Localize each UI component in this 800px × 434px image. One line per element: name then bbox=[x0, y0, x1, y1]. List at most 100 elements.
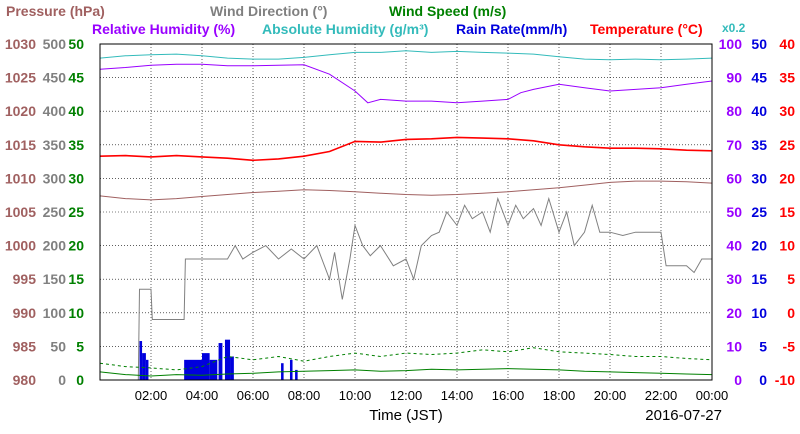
legend-absolute-humidity: Absolute Humidity (g/m³) bbox=[262, 21, 428, 37]
series-wind-direction bbox=[137, 196, 712, 381]
rain-rate-tick-label: 15 bbox=[751, 271, 767, 287]
wind-direction-tick-label: 250 bbox=[43, 204, 67, 220]
rain-rate-bar bbox=[142, 353, 146, 380]
x-tick-label: 10:00 bbox=[339, 388, 372, 403]
rain-rate-bar bbox=[224, 339, 231, 380]
x-tick-label: 16:00 bbox=[492, 388, 525, 403]
wind-speed-tick-label: 5 bbox=[76, 338, 84, 354]
wind-speed-tick-label: 25 bbox=[68, 204, 84, 220]
chart-axes: 02:00 04:00 06:00 08:00 10:00 12:00 14:00 16:00… bbox=[5, 36, 795, 403]
rain-rate-tick-label: 10 bbox=[751, 305, 767, 321]
pressure-tick-label: 990 bbox=[13, 305, 37, 321]
rain-rate-bar bbox=[295, 369, 298, 380]
wind-direction-tick-label: 0 bbox=[58, 372, 66, 388]
temperature-tick-label: 15 bbox=[779, 204, 795, 220]
rain-rate-bar bbox=[209, 359, 218, 380]
rain-rate-bar bbox=[145, 359, 149, 380]
wind-direction-tick-label: 200 bbox=[43, 238, 67, 254]
pressure-tick-label: 1025 bbox=[5, 70, 36, 86]
wind-speed-tick-label: 35 bbox=[68, 137, 84, 153]
relative-humidity-tick-label: 70 bbox=[726, 137, 742, 153]
wind-speed-tick-label: 50 bbox=[68, 36, 84, 52]
relative-humidity-tick-label: 90 bbox=[726, 70, 742, 86]
series-pressure-hpa bbox=[99, 180, 713, 201]
pressure-tick-label: 980 bbox=[13, 372, 37, 388]
rain-rate-bar bbox=[184, 359, 202, 380]
rain-rate-tick-label: 5 bbox=[759, 338, 767, 354]
wind-speed-tick-label: 0 bbox=[76, 372, 84, 388]
x-tick-label: 20:00 bbox=[594, 388, 627, 403]
temperature-tick-label: 30 bbox=[779, 103, 795, 119]
temperature-tick-label: 0 bbox=[787, 305, 795, 321]
pressure-tick-label: 1015 bbox=[5, 137, 36, 153]
legend-relative-humidity: Relative Humidity (%) bbox=[92, 21, 235, 37]
relative-humidity-tick-label: 100 bbox=[719, 36, 743, 52]
rain-rate-bar bbox=[202, 353, 210, 380]
x-tick-label: 18:00 bbox=[543, 388, 576, 403]
temperature-tick-label: 5 bbox=[787, 271, 795, 287]
relative-humidity-tick-label: 60 bbox=[726, 170, 742, 186]
rain-rate-bar bbox=[289, 359, 293, 380]
rain-rate-tick-label: 50 bbox=[751, 36, 767, 52]
legend-wind-direction: Wind Direction (°) bbox=[210, 3, 327, 19]
x-tick-label: 06:00 bbox=[237, 388, 270, 403]
wind-speed-tick-label: 15 bbox=[68, 271, 84, 287]
x-tick-label: 14:00 bbox=[441, 388, 474, 403]
rain-rate-tick-label: 20 bbox=[751, 238, 767, 254]
pressure-tick-label: 1030 bbox=[5, 36, 36, 52]
pressure-tick-label: 1000 bbox=[5, 238, 36, 254]
wind-speed-tick-label: 45 bbox=[68, 70, 84, 86]
x-tick-label: 12:00 bbox=[390, 388, 423, 403]
rain-rate-tick-label: 25 bbox=[751, 204, 767, 220]
relative-humidity-tick-label: 40 bbox=[726, 238, 742, 254]
pressure-tick-label: 1005 bbox=[5, 204, 36, 220]
temperature-tick-label: 40 bbox=[779, 36, 795, 52]
plot-frame bbox=[99, 43, 713, 381]
relative-humidity-tick-label: 80 bbox=[726, 103, 742, 119]
wind-speed-tick-label: 10 bbox=[68, 305, 84, 321]
chart-grid bbox=[100, 44, 712, 380]
temperature-tick-label: 25 bbox=[779, 137, 795, 153]
chart-series bbox=[99, 50, 713, 381]
legend-pressure: Pressure (hPa) bbox=[6, 3, 105, 19]
relative-humidity-tick-label: 50 bbox=[726, 204, 742, 220]
series-temperature-c bbox=[99, 136, 713, 162]
wind-speed-tick-label: 30 bbox=[68, 170, 84, 186]
relative-humidity-tick-label: 0 bbox=[734, 372, 742, 388]
x-tick-label: 02:00 bbox=[135, 388, 168, 403]
rain-rate-tick-label: 40 bbox=[751, 103, 767, 119]
wind-direction-tick-label: 450 bbox=[43, 70, 67, 86]
series-wind-speed-m-s bbox=[99, 368, 713, 377]
wind-direction-tick-label: 150 bbox=[43, 271, 67, 287]
temperature-tick-label: 10 bbox=[779, 238, 795, 254]
legend-wind-speed: Wind Speed (m/s) bbox=[389, 3, 506, 19]
pressure-tick-label: 1020 bbox=[5, 103, 36, 119]
wind-direction-tick-label: 500 bbox=[43, 36, 67, 52]
x-tick-label: 08:00 bbox=[288, 388, 321, 403]
wind-direction-tick-label: 400 bbox=[43, 103, 67, 119]
temperature-tick-label: -5 bbox=[783, 338, 796, 354]
legend-temperature: Temperature (°C) bbox=[590, 21, 703, 37]
wind-direction-tick-label: 100 bbox=[43, 305, 67, 321]
rain-rate-tick-label: 0 bbox=[759, 372, 767, 388]
rain-rate-bar bbox=[218, 343, 223, 380]
rain-rate-tick-label: 35 bbox=[751, 137, 767, 153]
rain-rate-tick-label: 30 bbox=[751, 170, 767, 186]
series-wind-speed-gust-m-s bbox=[99, 347, 713, 371]
rain-rate-bar bbox=[230, 356, 234, 380]
pressure-tick-label: 1010 bbox=[5, 170, 36, 186]
wind-speed-tick-label: 20 bbox=[68, 238, 84, 254]
x-tick-label: 04:00 bbox=[186, 388, 219, 403]
legend-scale-note: x0.2 bbox=[722, 21, 746, 35]
wind-direction-tick-label: 350 bbox=[43, 137, 67, 153]
relative-humidity-tick-label: 30 bbox=[726, 271, 742, 287]
pressure-tick-label: 995 bbox=[13, 271, 37, 287]
temperature-tick-label: -10 bbox=[775, 372, 795, 388]
x-tick-label: 00:00 bbox=[696, 388, 729, 403]
chart-date: 2016-07-27 bbox=[645, 407, 722, 424]
wind-direction-tick-label: 300 bbox=[43, 170, 67, 186]
temperature-tick-label: 20 bbox=[779, 170, 795, 186]
rain-rate-bar bbox=[139, 341, 143, 380]
relative-humidity-tick-label: 20 bbox=[726, 305, 742, 321]
